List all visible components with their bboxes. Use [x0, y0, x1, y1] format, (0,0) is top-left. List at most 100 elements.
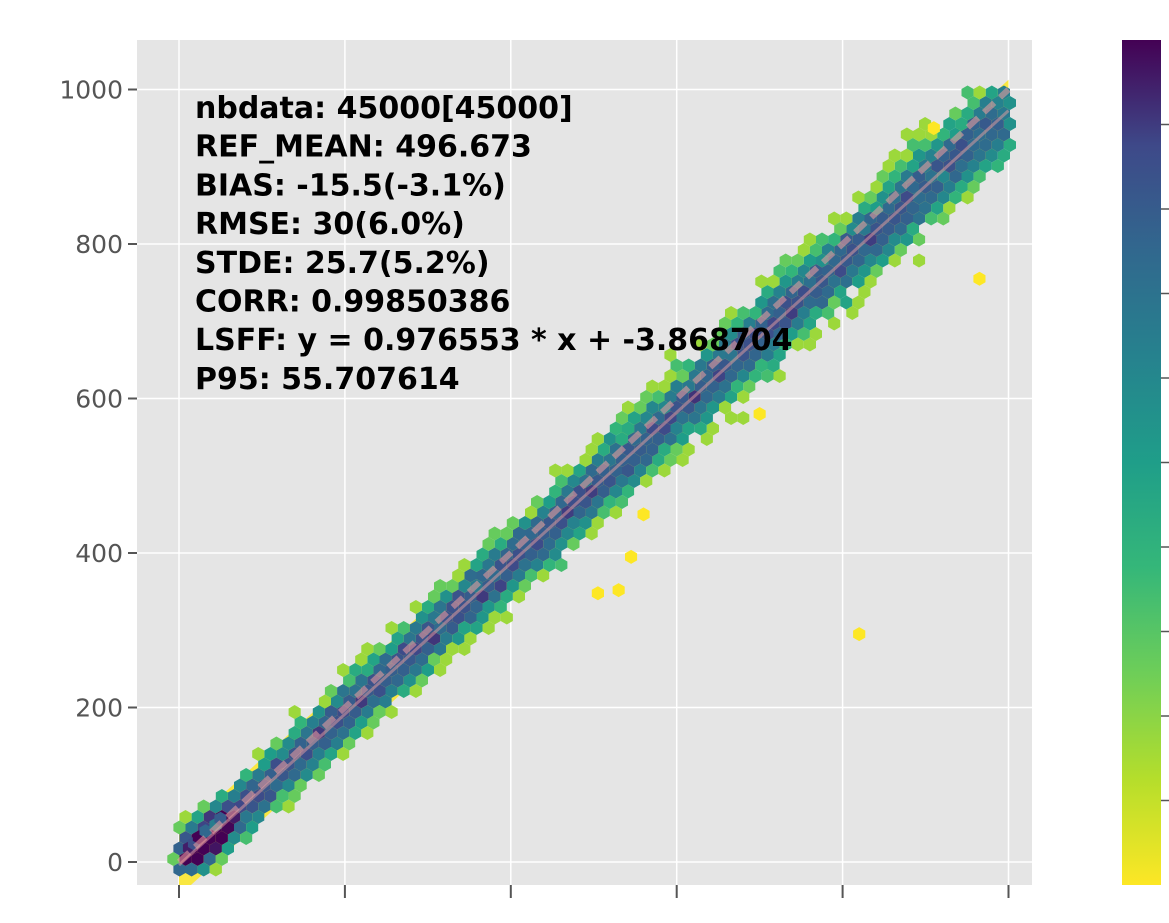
hexbin-cell [537, 505, 550, 520]
hexbin-cell [379, 694, 392, 709]
hexbin-cell [567, 516, 580, 530]
hexbin-cell [961, 106, 974, 121]
hexbin-cells [167, 85, 1016, 877]
hexbin-cell [615, 474, 628, 488]
hexbin-cell [385, 705, 398, 719]
hexbin-cell [597, 484, 610, 499]
hexbin-cell [900, 232, 913, 247]
colorbar [1122, 40, 1161, 885]
hexbin-cell [240, 768, 253, 782]
hexbin-cell [900, 211, 913, 226]
hexbin-cell [870, 243, 883, 257]
hexbin-cell [464, 589, 477, 604]
hexbin-cell [931, 159, 944, 173]
hexbin-cell [288, 705, 301, 719]
hexbin-cell [664, 369, 677, 383]
hexbin-cell [379, 673, 392, 688]
hexbin-cell [919, 138, 932, 152]
hexbin-cell [749, 369, 762, 383]
hexbin-cell [664, 348, 677, 362]
hexbin-cell [506, 537, 519, 551]
hexbin-cell [943, 117, 956, 131]
hexbin-cell [252, 789, 265, 803]
hexbin-cell [312, 747, 325, 761]
hexbin-cell [834, 285, 847, 299]
stats-line: nbdata: 45000[45000] [195, 91, 573, 126]
hexbin-cell [773, 327, 786, 341]
hexbin-cell [773, 348, 786, 362]
hexbin-cell [822, 285, 835, 299]
hexbin-cell [955, 180, 968, 194]
hexbin-cell [828, 316, 841, 331]
hexbin-cell [967, 159, 980, 173]
hexbin-cell [858, 285, 871, 299]
hexbin-cell [743, 379, 756, 394]
hexbin-cell [985, 148, 998, 163]
hexbin-cell [870, 180, 883, 194]
hexbin-cell [973, 85, 986, 100]
hexbin-cell [755, 337, 768, 352]
hexbin-cell [324, 705, 338, 719]
hexbin-cell [500, 526, 513, 541]
hexbin-cell [294, 778, 307, 793]
hexbin-cell [682, 358, 695, 373]
hexbin-cell [276, 747, 289, 761]
hexbin-cell [846, 264, 859, 278]
hexbin-cell [694, 337, 707, 352]
hexbin-cell [288, 789, 301, 803]
hexbin-cell [664, 432, 677, 446]
hexbin-cell [518, 516, 531, 530]
hexbin-cell [779, 253, 792, 268]
hexbin-cell [670, 358, 683, 373]
hexbin-cell [791, 253, 804, 268]
hexbin-cell [852, 211, 865, 226]
hexbin-cell [252, 747, 265, 761]
hexbin-cell [312, 768, 325, 782]
hexbin-cell [609, 484, 622, 499]
hexbin-cell [803, 274, 816, 289]
hexbin-cell [397, 663, 410, 677]
hexbin-cell [397, 684, 410, 698]
hexbin-cell [482, 600, 495, 614]
hexbin-cell [458, 642, 471, 656]
hexbin-cell [706, 400, 719, 415]
hexbin-cell [385, 684, 398, 698]
hexbin-cell [609, 505, 622, 520]
hexbin-cell [197, 862, 210, 877]
hexbin-cell [434, 579, 447, 593]
hexbin-cell [652, 390, 665, 404]
hexbin-cell [913, 253, 926, 268]
hexbin-cell [785, 327, 798, 341]
hexbin-cell [318, 694, 331, 709]
hexbin-cell [937, 190, 950, 205]
hexbin-cell [737, 369, 750, 383]
hexbin-cell [761, 327, 774, 341]
hexbin-cell [549, 484, 562, 499]
hexbin-cell [555, 495, 568, 509]
hexbin-cell [488, 589, 501, 604]
hexbin-cell [628, 474, 641, 488]
hexbin-cell [537, 547, 550, 562]
hexbin-cell [725, 411, 738, 425]
hexbin-cell [622, 421, 635, 436]
hexbin-cell [337, 726, 350, 740]
hexbin-cell [646, 379, 659, 394]
hexbin-cell [470, 558, 483, 572]
hexbin-cell [518, 558, 531, 572]
hexbin-cell [731, 379, 744, 394]
hexbin-cell [797, 327, 810, 341]
hexbin-cell [725, 327, 738, 341]
hexbin-cell [543, 558, 556, 572]
hexbin-cell [773, 369, 786, 383]
hexbin-cell [324, 747, 338, 761]
hexbin-cell [682, 421, 695, 436]
hexbin-cell [991, 117, 1004, 131]
hexbin-cell [749, 348, 762, 362]
hexbin-cell [719, 379, 732, 394]
hexbin-cell [803, 253, 816, 268]
hexbin-cell [367, 694, 380, 709]
hexbin-cell [864, 253, 877, 268]
hexbin-cell [622, 463, 635, 478]
hexbin-cell [670, 421, 683, 436]
hexbin-cell [753, 407, 766, 421]
